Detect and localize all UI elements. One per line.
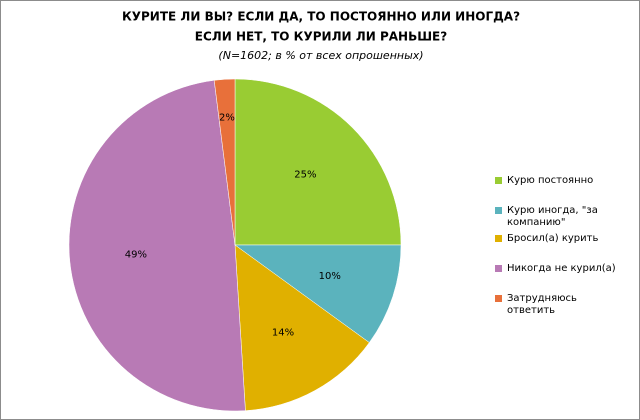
legend-swatch (495, 207, 502, 214)
legend-swatch (495, 295, 502, 302)
legend-label: Никогда не курил(а) (507, 263, 616, 274)
pie-slice (234, 78, 402, 246)
legend-item: Никогда не курил(а) (495, 263, 619, 275)
legend-label: Бросил(а) курить (507, 233, 599, 244)
data-label: 10% (319, 271, 341, 282)
legend-swatch (495, 265, 502, 272)
pie-slice (68, 80, 246, 412)
pie-slice (213, 78, 236, 246)
legend-item: Бросил(а) курить (495, 233, 619, 245)
legend-swatch (495, 235, 502, 242)
legend-item: Курю постоянно (495, 175, 619, 187)
pie-slice (234, 244, 370, 411)
pie-slice (234, 244, 402, 343)
legend-item: Затрудняюсь ответить (495, 293, 619, 317)
legend-swatch (495, 177, 502, 184)
data-label: 14% (272, 327, 294, 338)
data-label: 2% (219, 112, 235, 123)
legend-label: Курю постоянно (507, 175, 594, 186)
chart-subtitle: (N=1602; в % от всех опрошенных) (218, 49, 423, 62)
data-label: 49% (125, 249, 147, 260)
legend-label: Курю иногда, "за компанию" (507, 205, 598, 228)
chart-title: КУРИТЕ ЛИ ВЫ? ЕСЛИ ДА, ТО ПОСТОЯННО ИЛИ … (122, 10, 520, 24)
data-label: 25% (294, 170, 316, 181)
chart-title: ЕСЛИ НЕТ, ТО КУРИЛИ ЛИ РАНЬШЕ? (195, 30, 447, 44)
legend-label: Затрудняюсь ответить (507, 293, 577, 316)
legend-item: Курю иногда, "за компанию" (495, 205, 619, 229)
